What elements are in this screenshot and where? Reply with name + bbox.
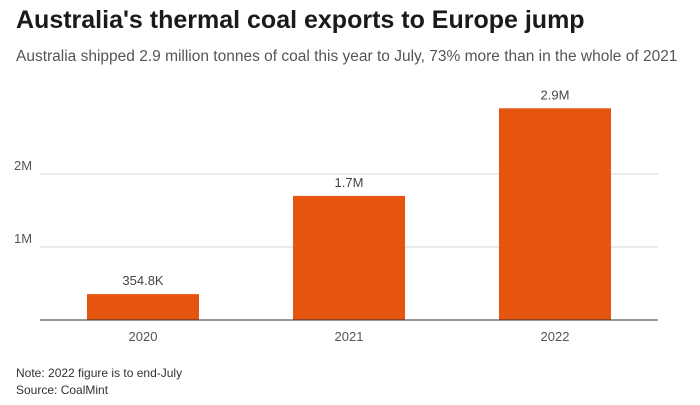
chart-note: Note: 2022 figure is to end-July	[16, 366, 183, 380]
bar	[87, 294, 199, 320]
bar	[293, 195, 405, 320]
chart-title: Australia's thermal coal exports to Euro…	[16, 6, 585, 34]
x-tick-label: 2021	[335, 329, 364, 344]
data-label: 2.9M	[541, 87, 570, 102]
chart-source: Source: CoalMint	[16, 383, 109, 397]
x-tick-label: 2020	[129, 329, 158, 344]
chart-subtitle: Australia shipped 2.9 million tonnes of …	[16, 48, 678, 65]
bar	[499, 108, 611, 320]
y-tick-label: 1M	[14, 231, 32, 246]
data-label: 354.8K	[122, 273, 164, 288]
x-tick-label: 2022	[541, 329, 570, 344]
y-tick-label: 2M	[14, 158, 32, 173]
data-label: 1.7M	[335, 175, 364, 190]
